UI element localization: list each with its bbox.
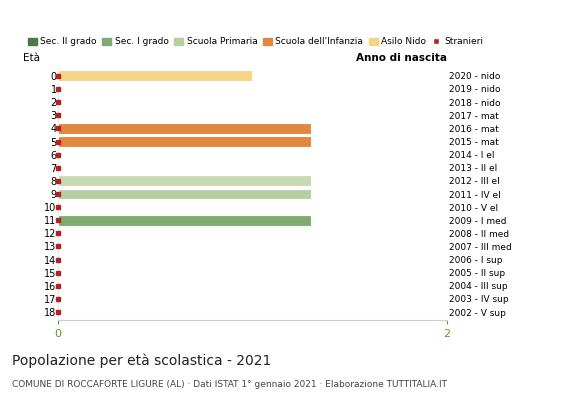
Bar xyxy=(58,189,311,199)
Bar xyxy=(58,70,252,81)
Bar xyxy=(58,123,311,134)
Legend: Sec. II grado, Sec. I grado, Scuola Primaria, Scuola dell'Infanzia, Asilo Nido, : Sec. II grado, Sec. I grado, Scuola Prim… xyxy=(27,37,484,46)
Text: Età: Età xyxy=(23,53,40,63)
Bar xyxy=(58,136,311,147)
Bar xyxy=(58,215,311,226)
Bar xyxy=(58,176,311,186)
Text: Popolazione per età scolastica - 2021: Popolazione per età scolastica - 2021 xyxy=(12,354,271,368)
Text: Anno di nascita: Anno di nascita xyxy=(356,53,447,63)
Text: COMUNE DI ROCCAFORTE LIGURE (AL) · Dati ISTAT 1° gennaio 2021 · Elaborazione TUT: COMUNE DI ROCCAFORTE LIGURE (AL) · Dati … xyxy=(12,380,447,389)
